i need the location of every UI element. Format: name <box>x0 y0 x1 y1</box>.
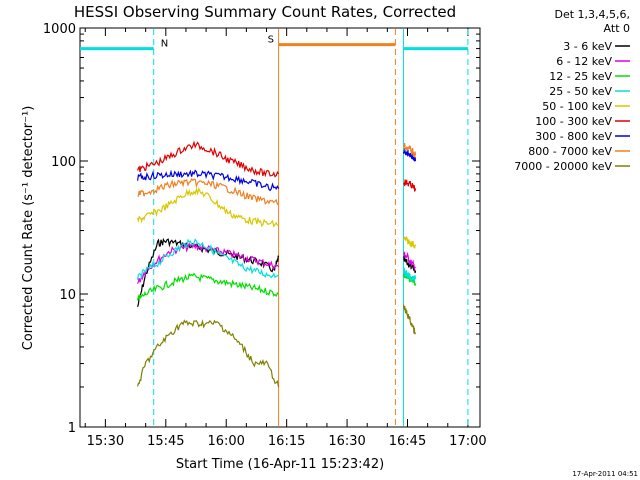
series-line-6-12-keV <box>403 251 416 272</box>
series-line-800-7000-keV <box>137 177 279 206</box>
x-tick-label: 15:45 <box>147 434 184 449</box>
flag-s-label: S <box>268 35 274 46</box>
x-tick-label: 16:30 <box>328 434 365 449</box>
x-axis-label: Start Time (16-Apr-11 15:23:42) <box>176 457 384 472</box>
series-line-50-100-keV <box>402 235 417 249</box>
plot-frame <box>79 27 481 428</box>
x-tick-label: 15:30 <box>87 434 124 449</box>
legend-label-300-800-keV: 300 - 800 keV <box>535 130 612 143</box>
x-tick-label: 17:00 <box>449 434 486 449</box>
x-tick-label: 16:15 <box>268 434 305 449</box>
series-line-3-6-keV <box>402 254 417 274</box>
series-line-25-50-keV <box>137 238 280 280</box>
legend-label-7000-20000-keV: 7000 - 20000 keV <box>514 160 612 173</box>
legend-label-3-6-keV: 3 - 6 keV <box>563 40 612 53</box>
flag-n-label: N <box>161 39 168 50</box>
chart-title: HESSI Observing Summary Count Rates, Cor… <box>74 3 456 21</box>
series-line-7000-20000-keV <box>402 304 417 335</box>
legend-label-100-300-keV: 100 - 300 keV <box>535 115 612 128</box>
series-line-100-300-keV <box>137 140 280 178</box>
series-line-100-300-keV <box>403 179 417 192</box>
legend-label-6-12-keV: 6 - 12 keV <box>556 55 612 68</box>
series-line-25-50-keV <box>402 267 417 282</box>
series-line-300-800-keV <box>402 148 417 162</box>
x-tick-label: 16:45 <box>389 434 426 449</box>
legend-header-line-2: Att 0 <box>604 22 630 35</box>
legend-label-12-25-keV: 12 - 25 keV <box>549 70 612 83</box>
date-stamp: 17-Apr-2011 04:51 <box>572 470 638 478</box>
series-line-6-12-keV <box>137 242 280 284</box>
series-line-800-7000-keV <box>402 143 417 158</box>
y-tick-label: 1 <box>68 421 76 436</box>
x-tick-label: 16:00 <box>207 434 244 449</box>
legend-label-800-7000-keV: 800 - 7000 keV <box>528 145 612 158</box>
legend-label-25-50-keV: 25 - 50 keV <box>549 85 612 98</box>
series-line-7000-20000-keV <box>137 319 280 388</box>
legend-header-line-1: Det 1,3,4,5,6, <box>554 8 630 21</box>
legend: Det 1,3,4,5,6, Att 0 3 - 6 keV 6 - 12 keV… <box>514 8 630 173</box>
y-tick-label: 100 <box>51 155 76 170</box>
series-line-50-100-keV <box>137 186 279 228</box>
legend-label-50-100-keV: 50 - 100 keV <box>542 100 612 113</box>
legend-items: 3 - 6 keV 6 - 12 keV 12 - 25 keV 25 - 50 ke… <box>514 40 630 173</box>
series-line-12-25-keV <box>137 272 279 301</box>
y-tick-label: 1000 <box>43 22 76 37</box>
y-tick-label: 10 <box>59 288 76 303</box>
series-line-300-800-keV <box>137 169 280 192</box>
y-axis-label: Corrected Count Rate (s⁻¹ detector⁻¹) <box>21 106 36 351</box>
series-line-3-6-keV <box>137 237 280 307</box>
